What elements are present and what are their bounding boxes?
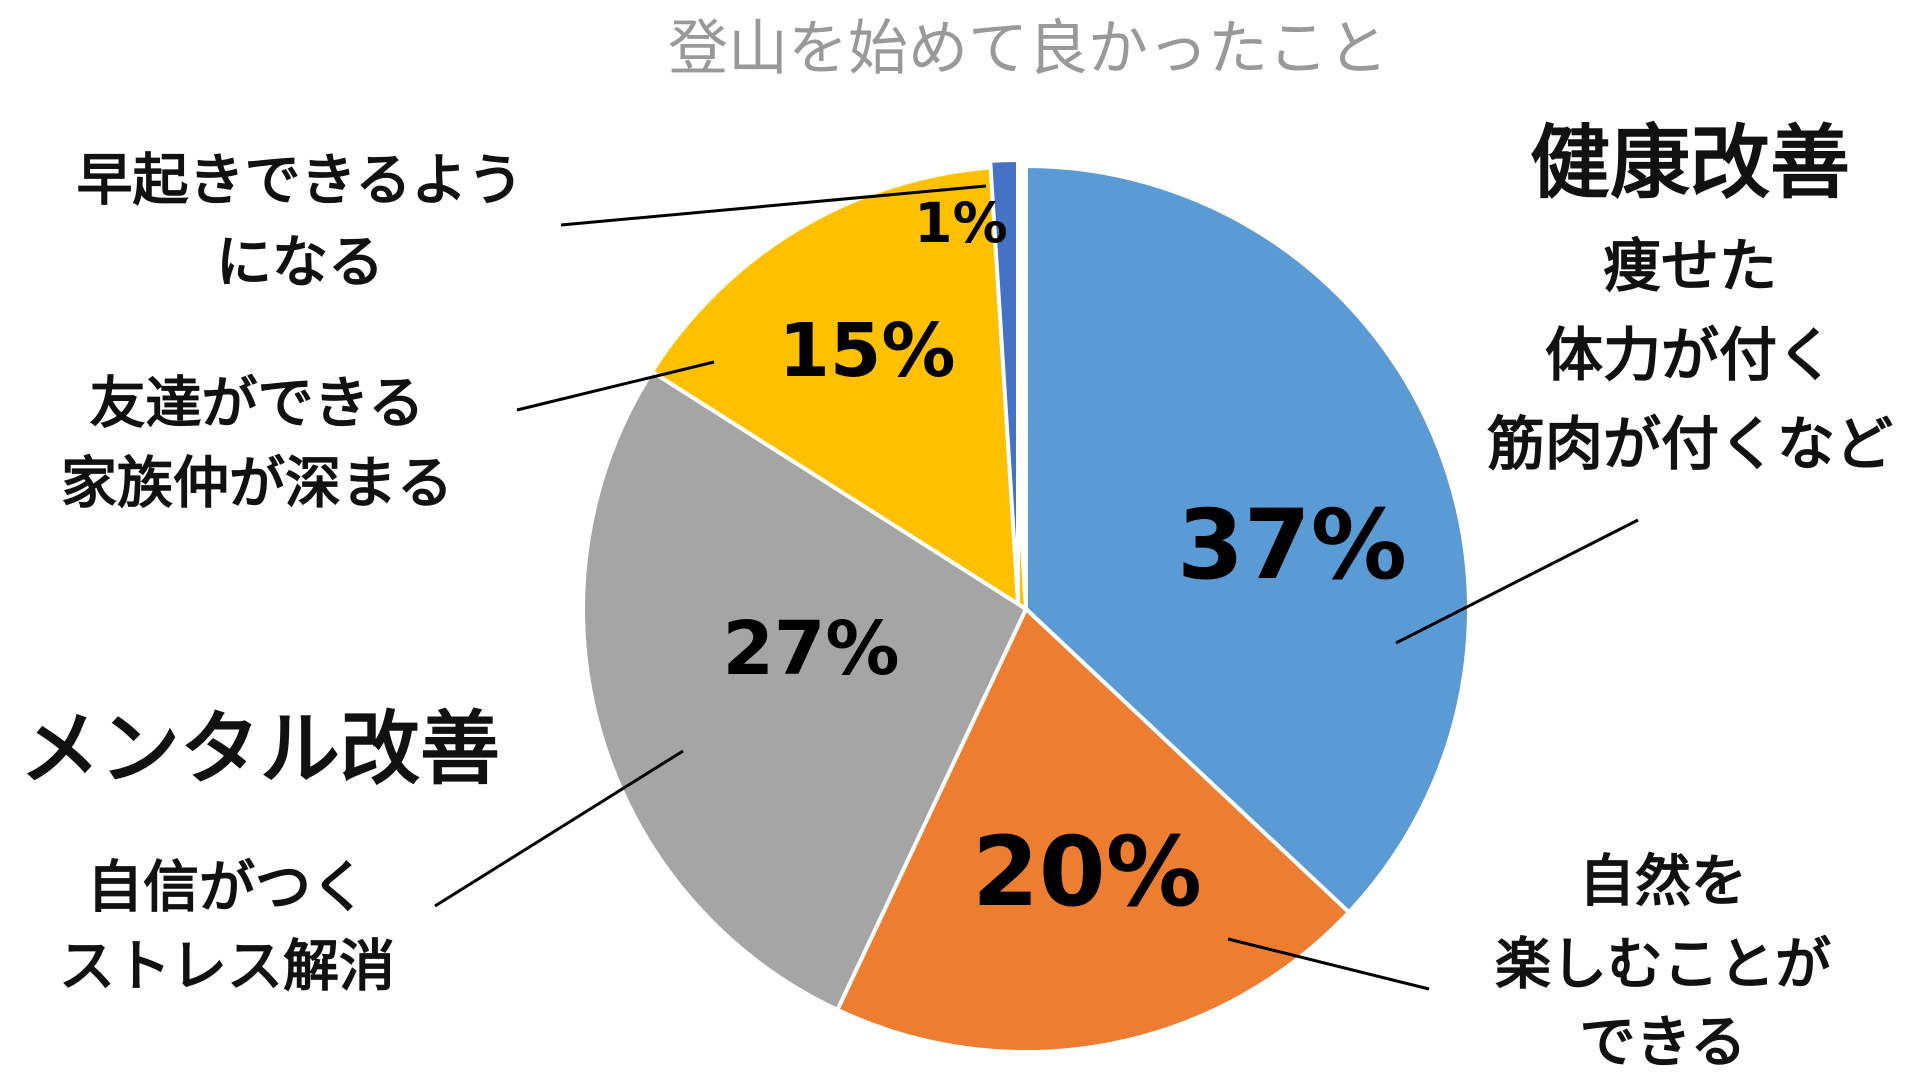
annotation-heading: メンタル改善: [20, 703, 500, 796]
annotation-line: 友達ができる: [90, 372, 425, 437]
annotation-line: 痩せた: [1603, 232, 1777, 300]
value-label: 15%: [778, 308, 955, 394]
value-label: 20%: [972, 816, 1202, 928]
annotation-line: できる: [1580, 1011, 1747, 1076]
annotation-line: 自然を: [1579, 850, 1747, 915]
value-label: 27%: [722, 606, 899, 692]
annotation-line: になる: [216, 231, 384, 296]
chart-title: 登山を始めて良かったこと: [668, 14, 1388, 84]
annotation-line: ストレス解消: [59, 935, 395, 1000]
annotation-line: 自信がつく: [87, 856, 367, 921]
leader-line: [516, 360, 715, 412]
annotation-line: 早起きできるよう: [77, 149, 524, 214]
pie-slice: [988, 157, 1020, 604]
pie-slice: [649, 164, 1029, 613]
value-label: 37%: [1177, 489, 1407, 601]
leader-line: [434, 749, 684, 908]
leader-line: [1395, 518, 1639, 645]
annotation-line: 家族仲が深まる: [61, 452, 453, 517]
value-label: 1%: [914, 191, 1007, 255]
pie-slice: [1024, 163, 1471, 916]
annotation-line: 体力が付く: [1545, 321, 1835, 389]
leader-line: [1227, 937, 1430, 991]
annotation-line: 筋肉が付くなど: [1487, 410, 1893, 478]
annotation-heading: 健康改善: [1530, 117, 1850, 210]
pie-slice: [834, 605, 1352, 1054]
leader-line: [560, 184, 987, 227]
annotation-line: 楽しむことが: [1495, 933, 1831, 998]
pie-slice: [581, 368, 1029, 1013]
